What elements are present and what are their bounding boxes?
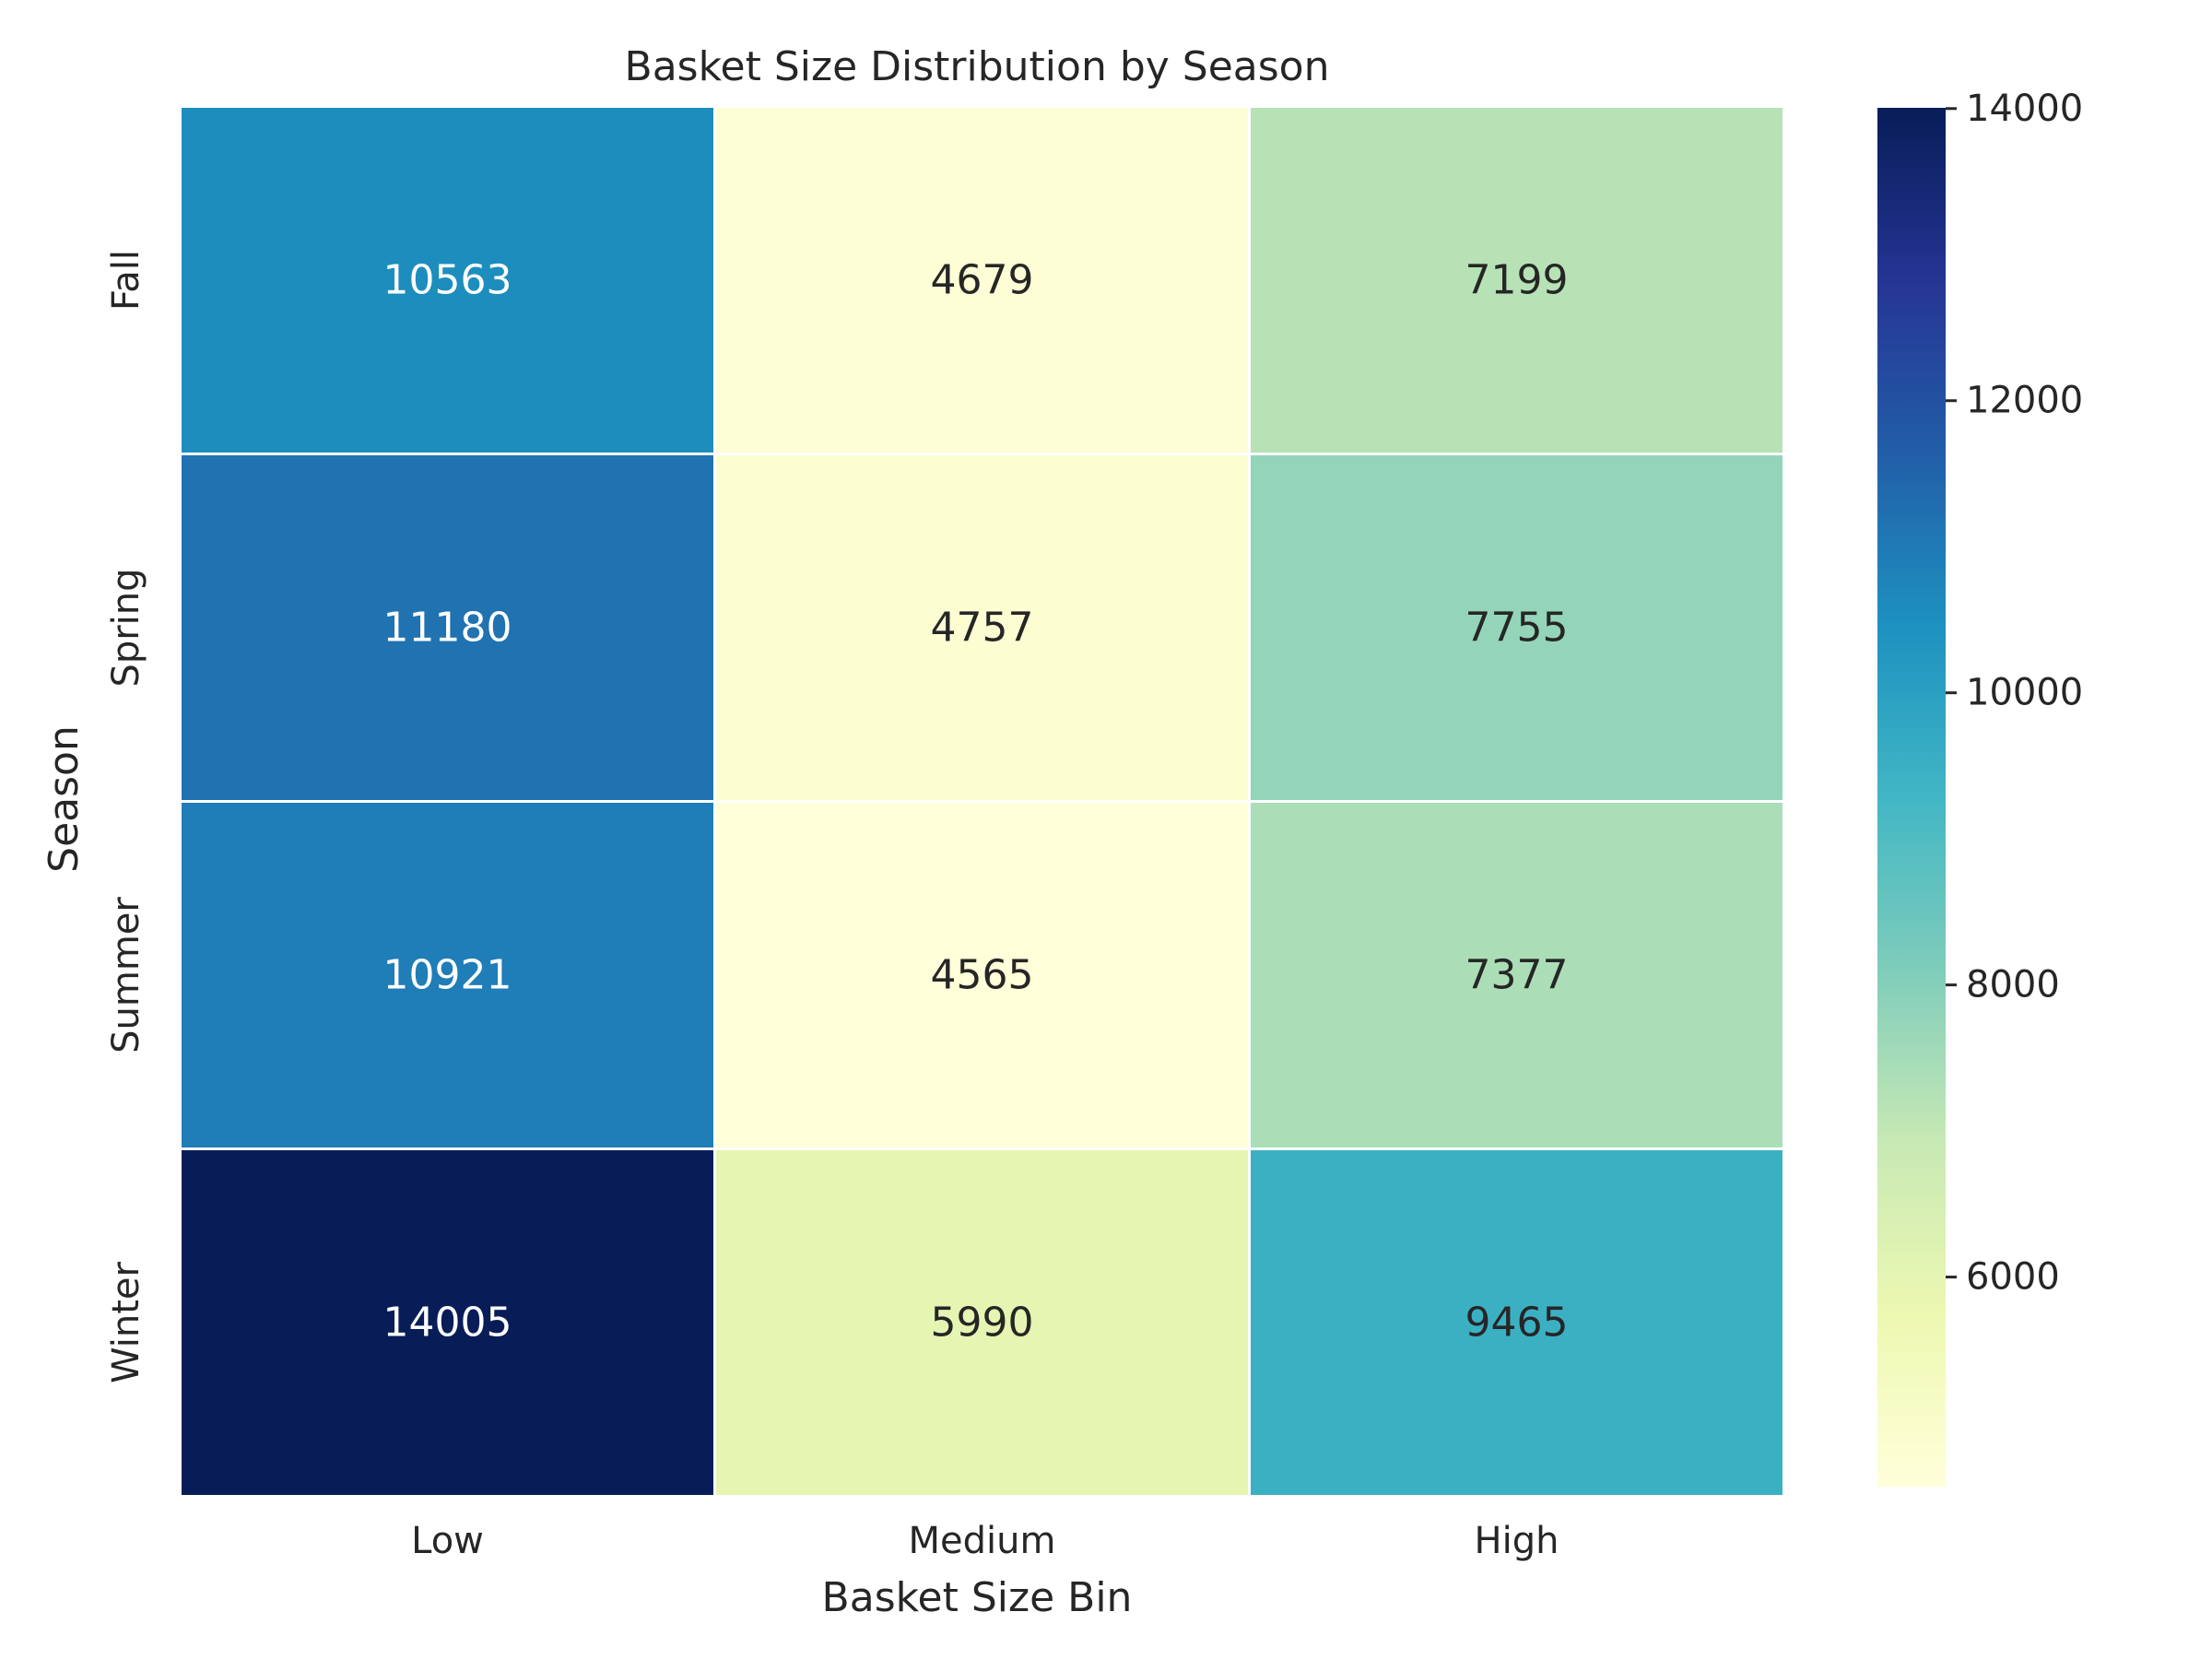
colorbar: 6000 8000 10000 12000 14000 — [1877, 88, 2083, 1487]
y-tick-label-summer: Summer — [105, 897, 147, 1053]
cell-value-label: 7755 — [1465, 605, 1569, 652]
colorbar-tick-label: 8000 — [1966, 964, 2060, 1006]
heatmap-cell-spring-medium — [716, 455, 1248, 800]
heatmap-cell-spring-low — [182, 455, 713, 800]
cell-value-label: 4565 — [931, 952, 1034, 999]
y-axis-label: Season — [41, 725, 88, 873]
heatmap-cell-winter-high — [1251, 1150, 1783, 1495]
colorbar-tick-label: 6000 — [1966, 1256, 2060, 1299]
heatmap-cell-winter-medium — [716, 1150, 1248, 1495]
cell-value-label: 5990 — [931, 1300, 1034, 1347]
cell-value-label: 10563 — [383, 257, 512, 304]
heatmap-cells: 10563 4679 7199 11180 4757 7755 10921 4565 7377 1… — [182, 108, 1783, 1495]
colorbar-tick-label: 12000 — [1966, 380, 2083, 422]
heatmap-cell-fall-low — [182, 108, 713, 453]
heatmap-cell-summer-medium — [716, 803, 1248, 1147]
x-tick-labels: Low Medium High — [411, 1520, 1559, 1562]
cell-value-label: 7199 — [1465, 257, 1569, 304]
heatmap-cell-fall-high — [1251, 108, 1783, 453]
x-axis-label: Basket Size Bin — [822, 1574, 1133, 1621]
colorbar-tick-label: 14000 — [1966, 88, 2083, 130]
cell-value-label: 4757 — [931, 605, 1034, 652]
heatmap-cell-winter-low — [182, 1150, 713, 1495]
chart-title: Basket Size Distribution by Season — [625, 43, 1330, 90]
cell-value-label: 4679 — [931, 257, 1034, 304]
cell-value-label: 9465 — [1465, 1300, 1569, 1347]
y-tick-label-fall: Fall — [105, 250, 147, 311]
x-tick-label-high: High — [1475, 1520, 1559, 1562]
cell-value-label: 7377 — [1465, 952, 1569, 999]
cell-value-label: 14005 — [383, 1300, 512, 1347]
colorbar-gradient — [1877, 108, 1946, 1487]
x-tick-label-medium: Medium — [909, 1520, 1056, 1562]
heatmap-cell-summer-high — [1251, 803, 1783, 1147]
heatmap-cell-fall-medium — [716, 108, 1248, 453]
heatmap-cell-spring-high — [1251, 455, 1783, 800]
cell-value-label: 10921 — [383, 952, 512, 999]
cell-value-label: 11180 — [383, 605, 512, 652]
y-tick-label-winter: Winter — [105, 1262, 147, 1383]
y-tick-label-spring: Spring — [105, 568, 147, 687]
x-tick-label-low: Low — [411, 1520, 484, 1562]
colorbar-tick-label: 10000 — [1966, 672, 2083, 714]
heatmap-cell-summer-low — [182, 803, 713, 1147]
y-tick-labels: Fall Spring Summer Winter — [105, 250, 147, 1383]
